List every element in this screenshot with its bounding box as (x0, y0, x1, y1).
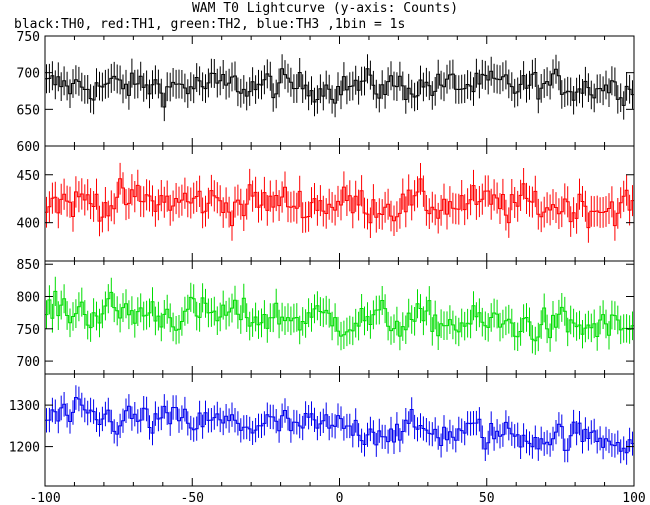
panel-frame-TH3 (44, 373, 635, 487)
chart-subtitle: black:TH0, red:TH1, green:TH2, blue:TH3 … (14, 17, 406, 32)
y-tick-label-TH1: 400 (17, 217, 40, 232)
chart-title: WAM T0 Lightcurve (y-axis: Counts) (191, 1, 459, 16)
series-TH3-line (45, 397, 634, 454)
y-tick-label-TH2: 850 (17, 258, 40, 273)
y-tick-label-TH2: 750 (17, 323, 40, 338)
y-tick-label-TH1: 450 (17, 169, 40, 184)
y-tick-label-TH2: 800 (17, 291, 40, 306)
y-tick-label-TH3: 1300 (9, 399, 40, 414)
series-TH2-errorbars (46, 276, 633, 355)
series-TH3-errorbars (46, 385, 633, 465)
y-tick-label-TH3: 1200 (9, 441, 40, 456)
x-tick-label: 50 (479, 491, 495, 505)
x-tick-label: -100 (29, 491, 60, 505)
y-tick-label-TH0: 600 (17, 140, 40, 155)
x-tick-label: 0 (336, 491, 344, 505)
series-TH0-line (45, 68, 634, 108)
x-tick-label: 100 (622, 491, 645, 505)
y-tick-label-TH0: 700 (17, 67, 40, 82)
y-tick-label-TH0: 750 (17, 30, 40, 45)
x-tick-label: -50 (181, 491, 204, 505)
y-tick-label-TH0: 650 (17, 103, 40, 118)
series-TH2-line (45, 290, 634, 342)
y-tick-label-TH2: 700 (17, 355, 40, 370)
series-TH1-line (45, 178, 634, 229)
